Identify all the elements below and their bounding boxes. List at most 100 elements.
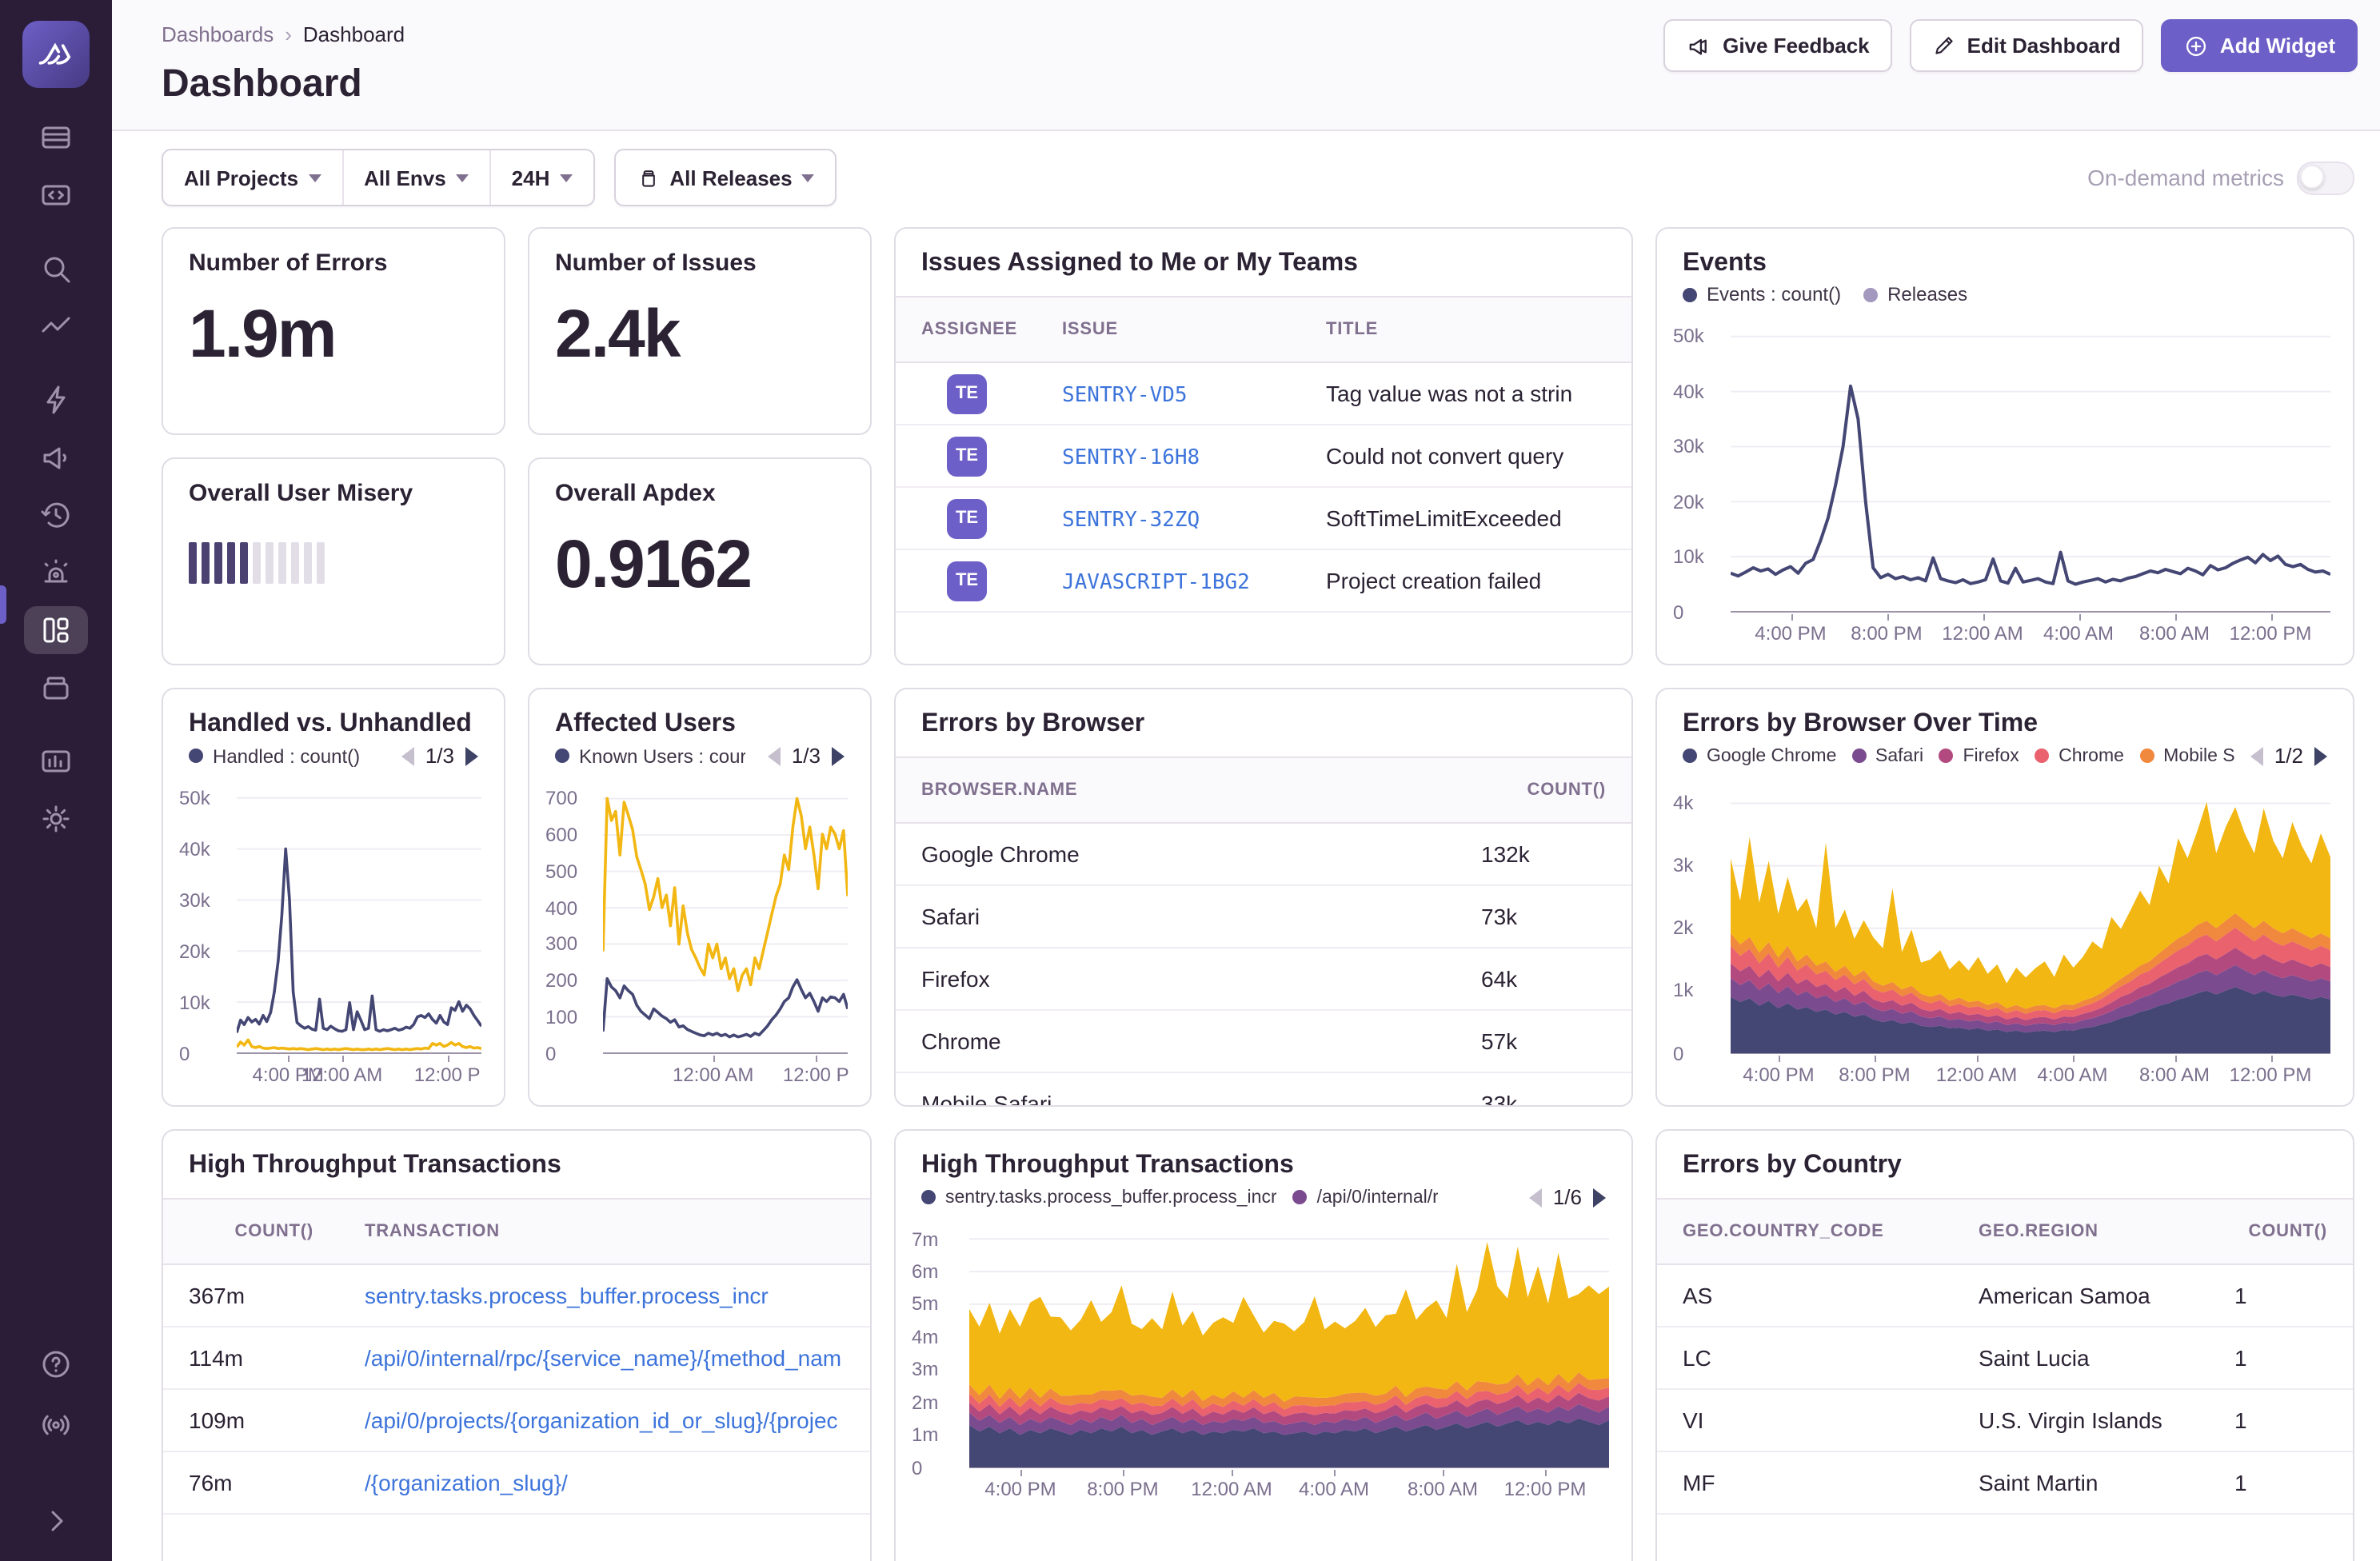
- sidebar-item-issues[interactable]: [24, 114, 88, 162]
- widget-number-of-errors: Number of Errors 1.9m: [162, 227, 505, 435]
- sidebar-expand-chevron-icon[interactable]: [24, 1497, 88, 1545]
- legend-item[interactable]: Google Chrome: [1683, 746, 1835, 765]
- ondemand-metrics-toggle[interactable]: [2297, 161, 2354, 194]
- releases-filter[interactable]: All Releases: [615, 150, 835, 205]
- legend-item[interactable]: Events : count(): [1683, 283, 1841, 305]
- apdex-value: 0.9162: [555, 526, 753, 601]
- sidebar-item-stats[interactable]: [24, 737, 88, 785]
- widget-title: High Throughput Transactions: [921, 1152, 1294, 1179]
- legend-dot: [1683, 749, 1697, 763]
- sidebar-item-search[interactable]: [24, 245, 88, 293]
- legend-pager: 1/6: [1528, 1185, 1606, 1209]
- legend-item[interactable]: /api/0/internal/r: [1292, 1188, 1439, 1207]
- errors-by-country-table: AS American Samoa 1 LC Saint Lucia 1 VI U.S. Vi…: [1657, 1265, 2353, 1561]
- table-row: VI U.S. Virgin Islands 1: [1657, 1390, 2353, 1452]
- y-axis-labels: 0 1m 2m 3m 4m 5m 6m 7m: [912, 1228, 939, 1479]
- legend-item[interactable]: Releases: [1863, 283, 1967, 305]
- country-region: Saint Lucia: [1979, 1345, 2090, 1371]
- legend-dot: [1851, 749, 1867, 763]
- help-icon[interactable]: [24, 1340, 88, 1388]
- legend-item[interactable]: Firefox: [1939, 746, 2019, 765]
- assignee-avatar[interactable]: TE: [947, 373, 987, 413]
- chevron-down-icon: [308, 174, 321, 182]
- widget-title: Issues Assigned to Me or My Teams: [921, 250, 1358, 277]
- page-header: Dashboards › Dashboard Dashboard Give Fe…: [112, 0, 2380, 131]
- sidebar-item-settings[interactable]: [24, 795, 88, 843]
- table-row: TE JAVASCRIPT-1BG2 Project creation failed: [896, 550, 1631, 613]
- transaction-link[interactable]: /{organization_slug}/: [365, 1470, 568, 1495]
- table-row: Firefox 64k: [896, 948, 1631, 1011]
- table-row: Mobile Safari 33k: [896, 1073, 1631, 1105]
- issue-title: Could not convert query: [1326, 443, 1564, 469]
- assignee-avatar[interactable]: TE: [947, 561, 987, 601]
- country-region: Saint Martin: [1979, 1470, 2098, 1495]
- transaction-link[interactable]: sentry.tasks.process_buffer.process_incr: [365, 1283, 769, 1308]
- sidebar-item-releases[interactable]: [24, 664, 88, 712]
- transaction-link[interactable]: /api/0/internal/rpc/{service_name}/{meth…: [365, 1345, 842, 1371]
- filter-bar: All Projects All Envs 24H All Releases: [162, 149, 2354, 206]
- issue-title: Project creation failed: [1326, 568, 1542, 593]
- pager-prev-icon[interactable]: [2250, 746, 2263, 765]
- legend-item[interactable]: Chrome: [2035, 746, 2123, 765]
- widget-grid: Number of Errors 1.9m Number of Issues 2…: [162, 227, 2354, 1561]
- country-code: VI: [1683, 1407, 1704, 1433]
- legend-item[interactable]: Known Users : cour: [555, 745, 745, 767]
- issue-link[interactable]: SENTRY-VD5: [1062, 383, 1188, 407]
- browser-count: 33k: [1481, 1091, 1518, 1105]
- environments-filter[interactable]: All Envs: [341, 150, 489, 205]
- pager-next-icon[interactable]: [2314, 746, 2327, 765]
- pencil-icon: [1935, 37, 1953, 54]
- issues-assigned-table: TE SENTRY-VD5 Tag value was not a strin TE S…: [896, 363, 1631, 613]
- issue-link[interactable]: SENTRY-16H8: [1062, 445, 1200, 469]
- date-range-filter[interactable]: 24H: [489, 150, 593, 205]
- widget-title: Overall Apdex: [555, 480, 716, 507]
- widget-title: Events: [1683, 250, 1767, 277]
- browser-time-legend: Google Chrome Safari Firefox Chrome Mobile S…: [1657, 739, 2353, 768]
- sentry-logo-icon[interactable]: [22, 21, 90, 88]
- sidebar-item-projects[interactable]: [24, 171, 88, 219]
- legend-item[interactable]: Handled : count(): [189, 745, 360, 767]
- issue-link[interactable]: JAVASCRIPT-1BG2: [1062, 570, 1250, 594]
- pager-next-icon[interactable]: [832, 746, 845, 765]
- legend-item[interactable]: sentry.tasks.process_buffer.process_incr: [921, 1188, 1277, 1207]
- breadcrumb: Dashboards › Dashboard: [162, 22, 2354, 46]
- transaction-count: 76m: [189, 1470, 233, 1495]
- sidebar-item-alerts[interactable]: [24, 549, 88, 597]
- whats-new-broadcast-icon[interactable]: [24, 1401, 88, 1449]
- sidebar-item-performance[interactable]: [24, 376, 88, 424]
- pager-prev-icon[interactable]: [401, 746, 414, 765]
- issue-link[interactable]: SENTRY-32ZQ: [1062, 508, 1200, 532]
- pager-next-icon[interactable]: [465, 746, 478, 765]
- legend-dot: [921, 1190, 936, 1204]
- pager-prev-icon[interactable]: [1528, 1188, 1542, 1207]
- add-widget-button[interactable]: Add Widget: [2160, 19, 2358, 72]
- edit-dashboard-button[interactable]: Edit Dashboard: [1909, 19, 2143, 72]
- transaction-link[interactable]: /api/0/projects/{organization_id_or_slug…: [365, 1407, 838, 1433]
- htt-chart: 0 1m 2m 3m 4m 5m 6m 7m 4:00 PM 8:00 PM 12:00 AM 4:…: [896, 1209, 1631, 1519]
- transaction-count: 114m: [189, 1345, 243, 1371]
- give-feedback-button[interactable]: Give Feedback: [1663, 19, 1892, 72]
- sidebar-item-dashboards[interactable]: [24, 606, 88, 654]
- legend-dot: [1939, 749, 1954, 763]
- widget-title: Errors by Browser: [921, 710, 1145, 737]
- browser-name: Google Chrome: [921, 841, 1080, 867]
- widget-title: Affected Users: [555, 710, 736, 737]
- projects-filter[interactable]: All Projects: [163, 150, 341, 205]
- pager-next-icon[interactable]: [1593, 1188, 1606, 1207]
- sidebar-item-traces[interactable]: [24, 302, 88, 350]
- breadcrumb-dashboards[interactable]: Dashboards: [162, 22, 274, 46]
- assignee-avatar[interactable]: TE: [947, 498, 987, 538]
- legend-item[interactable]: Safari: [1851, 746, 1923, 765]
- x-axis-labels: 4:00 PM 8:00 PM 12:00 AM 4:00 AM 8:00 AM 12:0…: [969, 1470, 1609, 1507]
- country-count: 1: [2234, 1470, 2247, 1495]
- browser-count: 73k: [1481, 904, 1518, 929]
- pager-prev-icon[interactable]: [767, 746, 781, 765]
- assignee-avatar[interactable]: TE: [947, 436, 987, 476]
- widget-high-throughput-table: High Throughput Transactions COUNT() TRAN…: [162, 1129, 872, 1561]
- plus-circle-icon: [2186, 35, 2206, 56]
- sidebar: [0, 0, 112, 1561]
- sidebar-item-replays[interactable]: [24, 491, 88, 539]
- legend-pager: 1/3: [401, 744, 478, 768]
- sidebar-item-user-feedback[interactable]: [24, 433, 88, 481]
- legend-item[interactable]: Mobile S: [2139, 746, 2234, 765]
